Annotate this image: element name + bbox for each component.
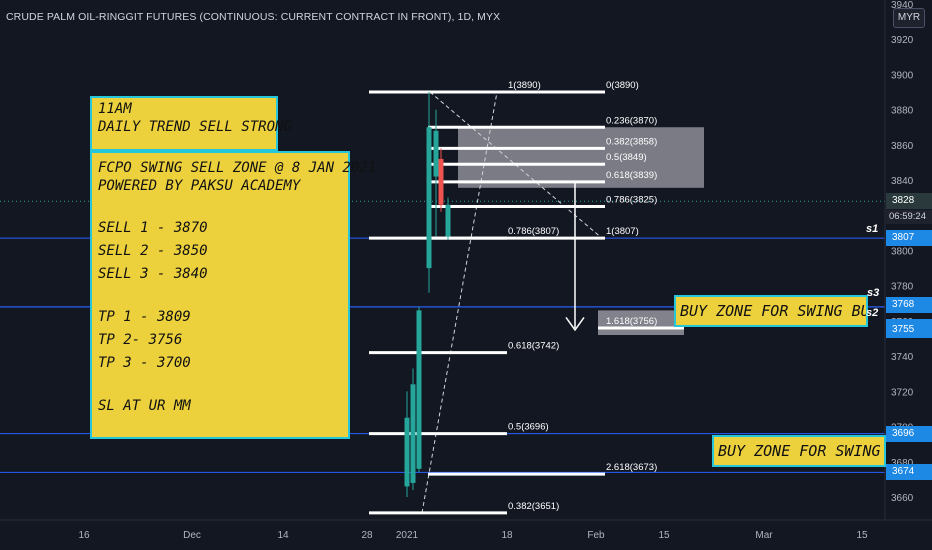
note-line: TP 2- 3756 [98, 332, 183, 348]
y-tick-label: 3900 [891, 70, 914, 81]
currency-button[interactable]: MYR [893, 8, 925, 28]
note-time: 11AM [98, 101, 132, 117]
candle-body [416, 310, 422, 469]
x-tick-label: 2021 [396, 530, 419, 541]
fib-lines-layer: 1(3890) 0(3890) 0.236(3870) 0.382(3858) 0.5(… [369, 80, 684, 515]
fib-level-label: 2.618(3673) [606, 462, 657, 473]
note-line: FCPO SWING SELL ZONE @ 8 JAN 2021 [98, 160, 377, 176]
chart-title: CRUDE PALM OIL-RINGGIT FUTURES (CONTINUO… [6, 11, 501, 23]
fib-level-label: 1.618(3756) [606, 316, 657, 327]
candle-body [426, 127, 432, 269]
candle-body [445, 204, 451, 237]
candle-body [438, 158, 444, 205]
fib-level-label: 0.786(3807) [508, 226, 559, 237]
y-tick-label: 3800 [891, 247, 914, 258]
y-tick-label: 3740 [891, 352, 914, 363]
price-badge: 3696 [886, 425, 932, 442]
x-axis: 16 Dec 14 28 2021 18 Feb 15 Mar 15 [0, 519, 932, 541]
sell-zone-rect [458, 127, 704, 188]
fib-level-label: 1(3807) [606, 226, 639, 237]
buy-zone-2-label[interactable]: BUY ZONE FOR SWING BU [712, 435, 886, 467]
note-trend: DAILY TREND SELL STRONG [98, 119, 292, 135]
y-tick-label: 3940 [891, 0, 914, 11]
note-signal-box[interactable]: FCPO SWING SELL ZONE @ 8 JAN 2021 POWERE… [90, 151, 377, 439]
line-label: s1 [866, 223, 879, 236]
fib-level-label: 0.618(3839) [606, 170, 657, 181]
fib-level-label: 1(3890) [508, 80, 541, 91]
price-badge: 3755 [886, 321, 932, 338]
note-line: SELL 3 - 3840 [98, 266, 208, 282]
y-tick-label: 3840 [891, 176, 914, 187]
x-tick-label: Mar [755, 530, 773, 541]
y-tick-label: 3720 [891, 387, 914, 398]
x-tick-label: 15 [658, 530, 670, 541]
x-tick-label: Dec [183, 530, 201, 541]
fib-level-label: 0.5(3696) [508, 422, 549, 433]
fib-trend-line [421, 91, 498, 513]
y-tick-label: 3680 [891, 458, 914, 469]
fib-level-label: 0.5(3849) [606, 152, 647, 163]
note-line: SL AT UR MM [98, 398, 191, 414]
fib-level-label: 0.382(3858) [606, 136, 657, 147]
y-tick-label: 3860 [891, 141, 914, 152]
fib-zones-layer [458, 127, 704, 336]
price-badge: 3828 [886, 193, 932, 210]
line-label: s3 [867, 287, 880, 300]
fib-level-label: 0.382(3651) [508, 501, 559, 512]
note-line: SELL 1 - 3870 [98, 220, 208, 236]
line-label: s2 [866, 306, 879, 319]
price-badge: 3674 [886, 464, 932, 481]
note-line [98, 377, 342, 397]
fib-level-label: 0.786(3825) [606, 194, 657, 205]
buy-zone-1-label[interactable]: BUY ZONE FOR SWING BUY 1 [674, 295, 868, 327]
x-tick-label: 14 [277, 530, 289, 541]
note-line: SELL 2 - 3850 [98, 243, 208, 259]
x-tick-label: 18 [501, 530, 513, 541]
x-tick-label: 16 [78, 530, 90, 541]
x-tick-label: 28 [361, 530, 373, 541]
y-axis: 3660368037003720374037603780380038203840… [884, 0, 914, 520]
note-line: POWERED BY PAKSU ACADEMY [98, 178, 301, 194]
candle-body [404, 417, 410, 487]
x-tick-label: 15 [856, 530, 868, 541]
x-tick-label: Feb [587, 530, 605, 541]
fib-level-label: 0.236(3870) [606, 115, 657, 126]
price-badge: 3807 [886, 230, 932, 247]
down-arrow-head [565, 316, 585, 332]
note-time-box[interactable]: 11AM DAILY TREND SELL STRONG [90, 96, 292, 151]
note-line [98, 195, 342, 219]
y-tick-label: 3660 [891, 493, 914, 504]
fib-level-label: 0(3890) [606, 80, 639, 91]
y-tick-label: 3920 [891, 35, 914, 46]
note-line [98, 288, 342, 308]
countdown-timer: 06:59:24 [886, 210, 932, 225]
candles-layer [404, 92, 451, 497]
buy-zone-rect [598, 310, 684, 336]
fib-level-label: 0.618(3742) [508, 341, 559, 352]
price-badge: 3768 [886, 296, 932, 313]
y-tick-label: 3780 [891, 282, 914, 293]
candle-body [410, 384, 416, 483]
note-line: TP 3 - 3700 [98, 355, 191, 371]
y-tick-label: 3880 [891, 106, 914, 117]
note-line: TP 1 - 3809 [98, 309, 191, 325]
candle-body [433, 130, 439, 177]
